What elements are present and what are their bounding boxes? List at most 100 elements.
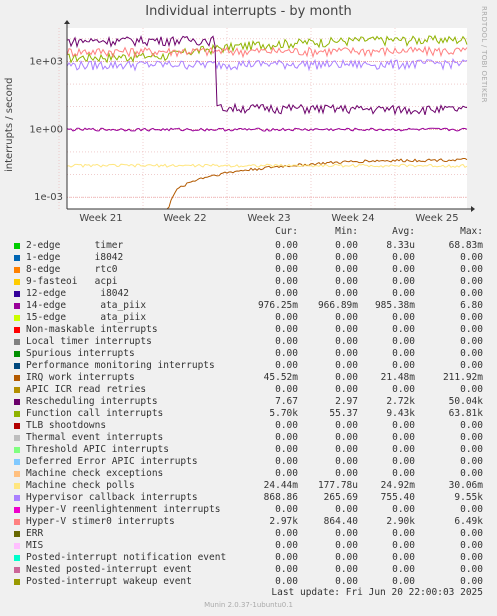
series-line-1 (66, 45, 468, 59)
legend-max-value: 9.55k (454, 492, 483, 503)
legend-max-value: 0.00 (460, 540, 483, 551)
legend-cur-value: 5.70k (269, 408, 298, 419)
legend-label: Posted-interrupt wakeup event (26, 576, 192, 587)
legend-min-value: 0.00 (335, 384, 358, 395)
series-line-3 (66, 35, 468, 116)
legend-avg-value: 0.00 (392, 324, 415, 335)
x-tick-label: Week 21 (79, 213, 122, 224)
legend-max-value: 0.00 (460, 348, 483, 359)
legend-swatch (14, 291, 20, 297)
legend-avg-value: 0.00 (392, 348, 415, 359)
legend-max-value: 0.00 (460, 384, 483, 395)
legend-swatch (14, 555, 20, 561)
x-tick-label: Week 25 (415, 213, 458, 224)
legend-swatch (14, 351, 20, 357)
legend-min-value: 0.00 (335, 420, 358, 431)
col-header-cur: Cur: (275, 226, 298, 237)
legend-cur-value: 0.00 (275, 264, 298, 275)
legend-cur-value: 0.00 (275, 576, 298, 587)
legend-swatch (14, 507, 20, 513)
plot-area (67, 28, 467, 209)
legend-avg-value: 9.43k (386, 408, 415, 419)
legend-label: MIS (26, 540, 44, 551)
legend-cur-value: 0.00 (275, 252, 298, 263)
legend-max-value: 30.06m (448, 480, 483, 491)
legend-avg-value: 0.00 (392, 540, 415, 551)
legend-avg-value: 24.92m (380, 480, 415, 491)
legend-cur-value: 0.00 (275, 276, 298, 287)
legend-label: 9-fasteoi acpi (26, 276, 118, 287)
series-line-0 (66, 34, 468, 64)
legend-max-value: 0.00 (460, 420, 483, 431)
legend-label: 8-edge rtc0 (26, 264, 118, 275)
legend-label: Deferred Error APIC interrupts (26, 456, 198, 467)
legend-max-value: 211.92m (442, 372, 483, 383)
legend-label: 1-edge i8042 (26, 252, 124, 263)
series-lines (66, 34, 468, 210)
legend-max-value: 0.00 (460, 324, 483, 335)
y-tick-label: 1e+00 (29, 124, 63, 135)
legend-min-value: 0.00 (335, 468, 358, 479)
legend-min-value: 0.00 (335, 288, 358, 299)
legend-cur-value: 0.00 (275, 324, 298, 335)
legend-avg-value: 2.90k (386, 516, 415, 527)
legend-cur-value: 0.00 (275, 456, 298, 467)
legend-min-value: 177.78u (317, 480, 358, 491)
legend-label: Rescheduling interrupts (26, 396, 158, 407)
legend-max-value: 0.00 (460, 444, 483, 455)
col-header-avg: Avg: (392, 226, 415, 237)
legend-swatch (14, 579, 20, 585)
legend-min-value: 0.00 (335, 324, 358, 335)
legend-avg-value: 0.00 (392, 468, 415, 479)
legend-label: Spurious interrupts (26, 348, 135, 359)
x-tick-label: Week 23 (247, 213, 290, 224)
legend-cur-value: 0.00 (275, 384, 298, 395)
legend-avg-value: 0.00 (392, 276, 415, 287)
legend-min-value: 0.00 (335, 360, 358, 371)
legend-max-value: 63.81k (448, 408, 483, 419)
legend-cur-value: 0.00 (275, 312, 298, 323)
legend-label: Hyper-V reenlightenment interrupts (26, 504, 221, 515)
legend-label: Machine check exceptions (26, 468, 164, 479)
legend-avg-value: 985.38m (374, 300, 415, 311)
legend-min-value: 2.97 (335, 396, 358, 407)
legend-avg-value: 755.40 (380, 492, 415, 503)
legend-avg-value: 8.33u (386, 240, 415, 251)
legend-swatch (14, 459, 20, 465)
series-line-2 (66, 57, 468, 72)
legend-label: APIC ICR read retries (26, 384, 147, 395)
legend-avg-value: 0.00 (392, 528, 415, 539)
legend-avg-value: 0.00 (392, 420, 415, 431)
legend-max-value: 0.00 (460, 456, 483, 467)
legend-label: Hyper-V stimer0 interrupts (26, 516, 175, 527)
chart-plot: 1e-03 1e+00 1e+03 Week 21 Week 22 Week 23 Week… (29, 20, 475, 224)
legend-cur-value: 0.00 (275, 240, 298, 251)
legend-swatch (14, 567, 20, 573)
legend-cur-value: 45.52m (263, 372, 298, 383)
legend-max-value: 6.80 (460, 300, 483, 311)
legend-max-value: 0.00 (460, 288, 483, 299)
legend-label: Thermal event interrupts (26, 432, 164, 443)
legend-swatch (14, 411, 20, 417)
legend-min-value: 265.69 (323, 492, 358, 503)
legend-avg-value: 0.00 (392, 444, 415, 455)
legend-swatch (14, 399, 20, 405)
legend-min-value: 0.00 (335, 240, 358, 251)
legend-swatch (14, 243, 20, 249)
legend-swatch (14, 387, 20, 393)
legend-avg-value: 0.00 (392, 456, 415, 467)
legend-min-value: 0.00 (335, 528, 358, 539)
legend-avg-value: 0.00 (392, 360, 415, 371)
legend-cur-value: 2.97k (269, 516, 298, 527)
legend-swatch (14, 303, 20, 309)
legend-swatch (14, 483, 20, 489)
legend-cur-value: 0.00 (275, 540, 298, 551)
legend-label: IRQ work interrupts (26, 372, 135, 383)
legend-avg-value: 0.00 (392, 432, 415, 443)
legend-swatch (14, 375, 20, 381)
legend-cur-value: 0.00 (275, 468, 298, 479)
legend-min-value: 864.40 (323, 516, 358, 527)
legend-swatch (14, 423, 20, 429)
legend-min-value: 0.00 (335, 264, 358, 275)
legend-min-value: 0.00 (335, 504, 358, 515)
